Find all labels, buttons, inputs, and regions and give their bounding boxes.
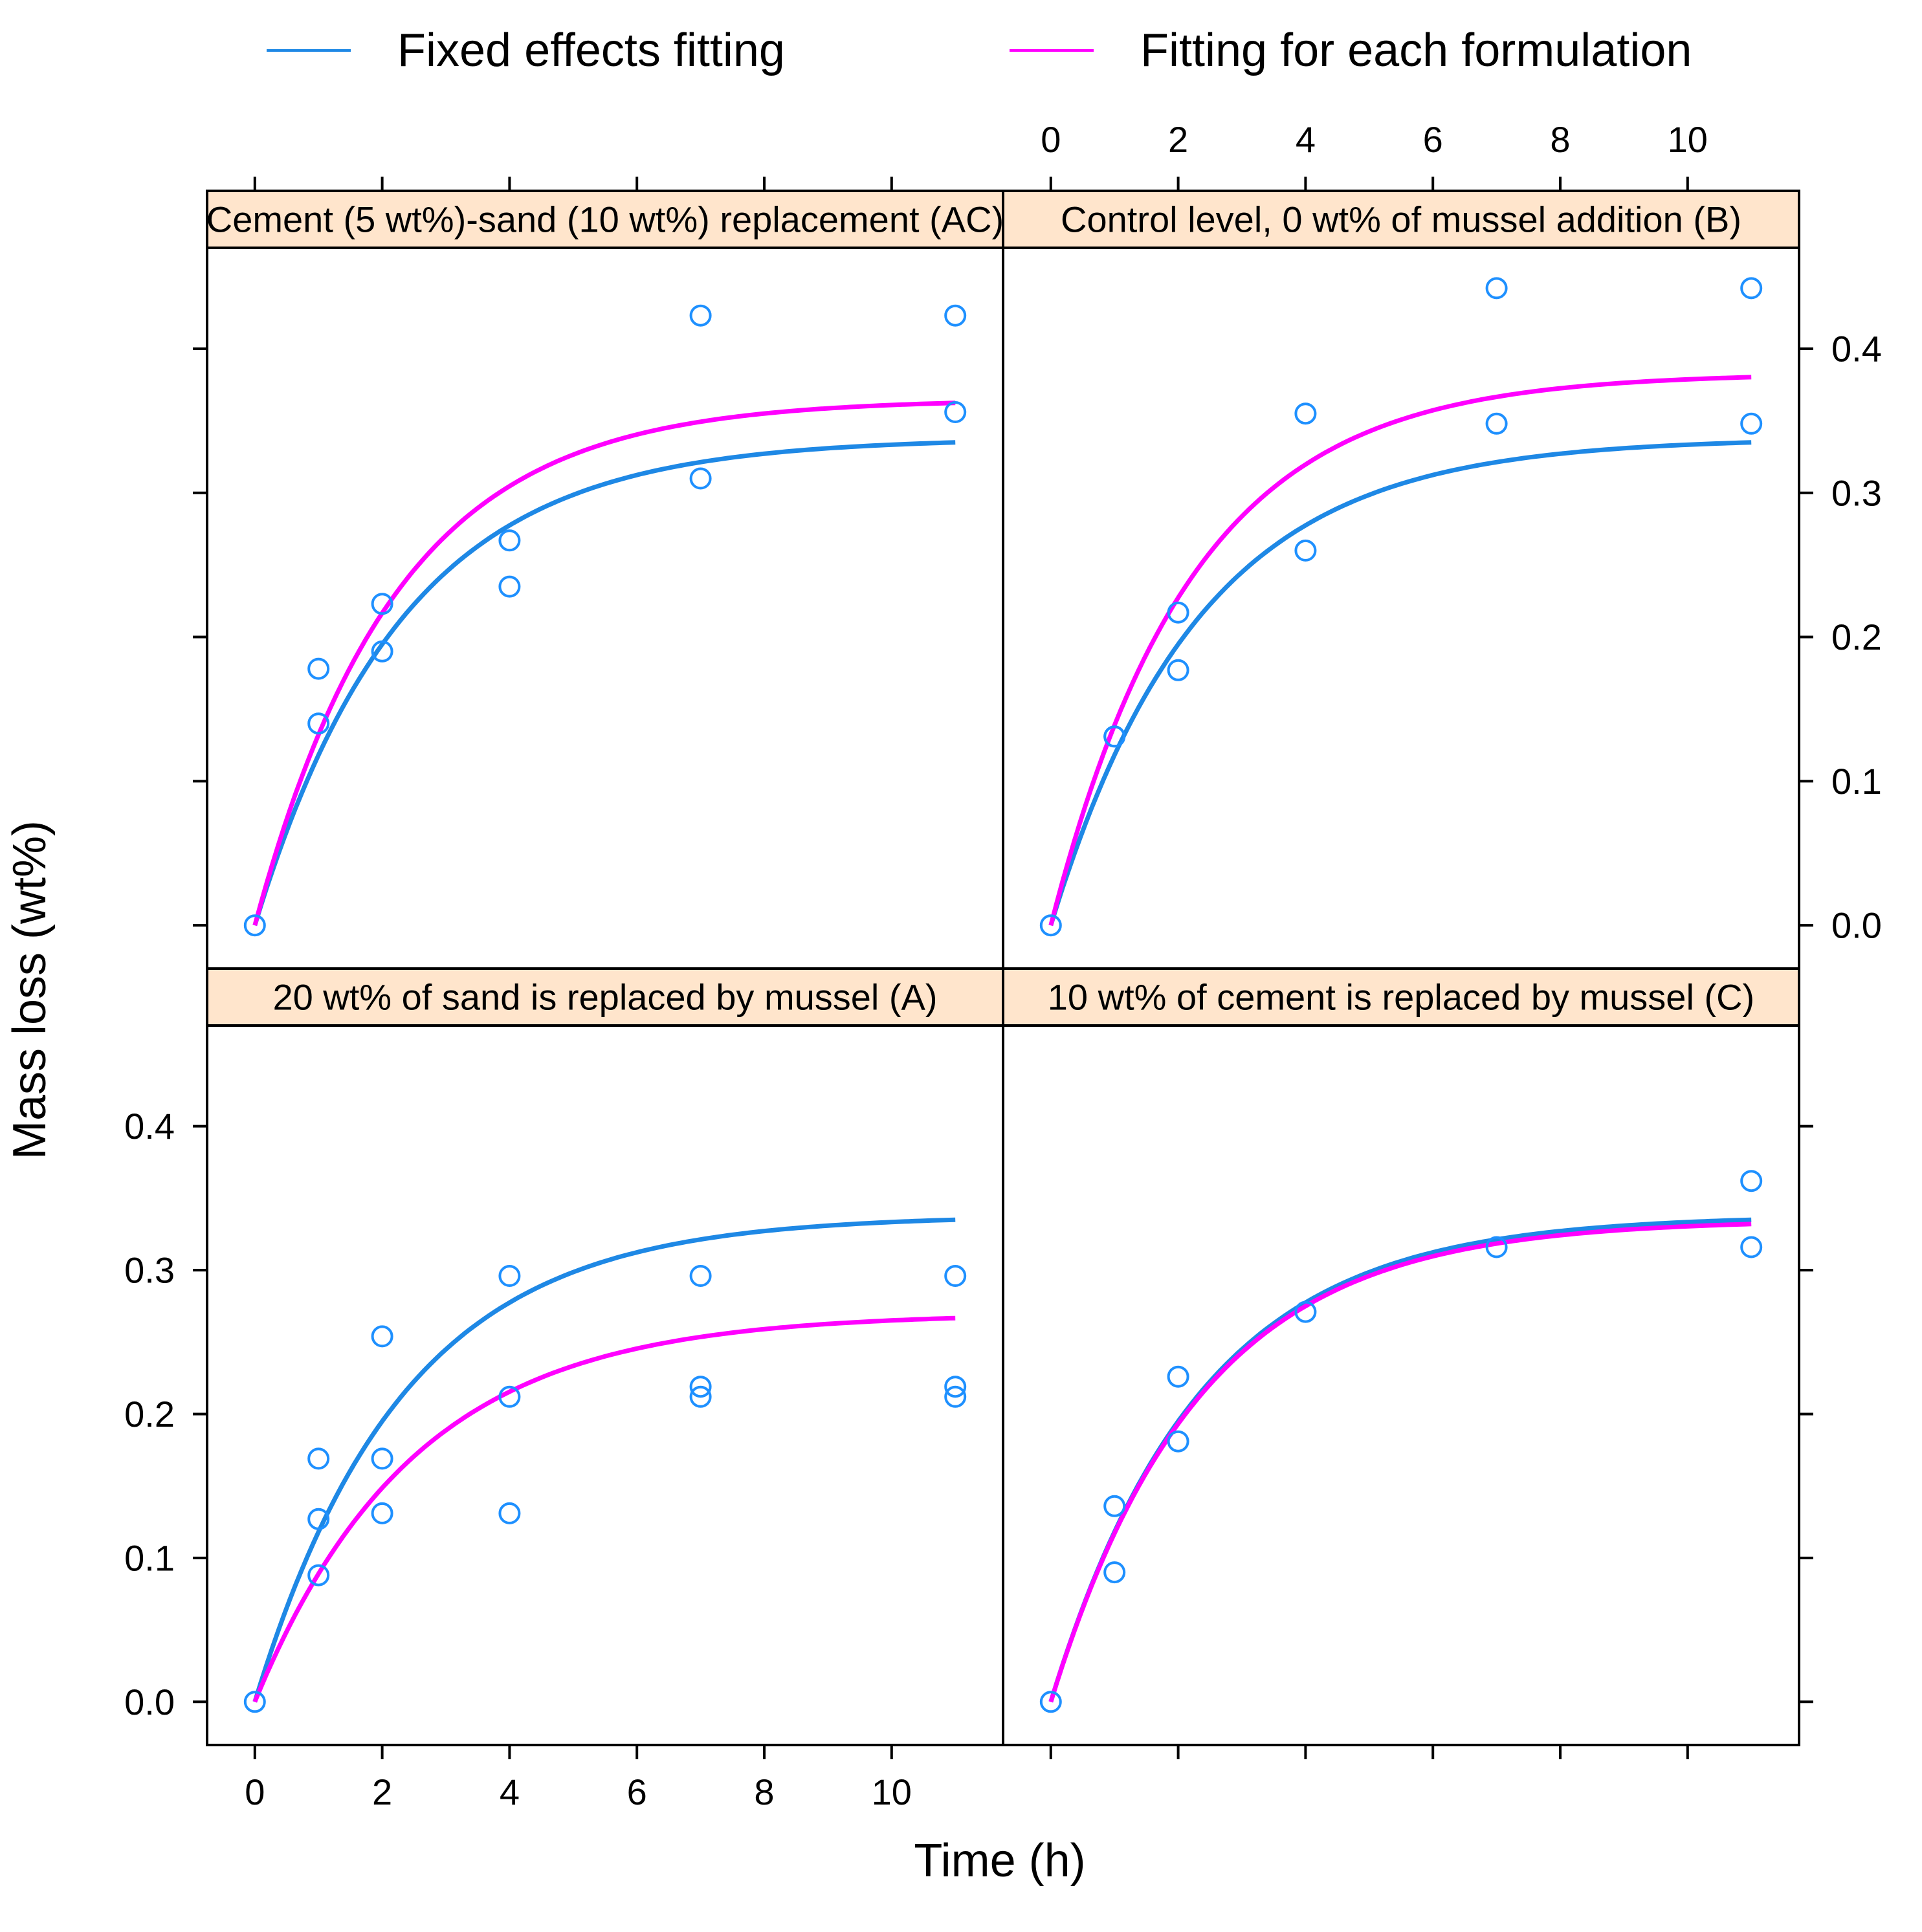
panel-a: 20 wt% of sand is replaced by mussel (A) — [207, 969, 1003, 1745]
data-point — [1296, 404, 1315, 423]
fixed-effects-curve — [1051, 443, 1751, 925]
data-point — [500, 531, 519, 550]
data-point — [1169, 661, 1188, 680]
data-point — [1741, 278, 1761, 298]
y-tick-label: 0.3 — [124, 1250, 175, 1291]
x-tick-label: 2 — [372, 1772, 392, 1812]
panel-title: 10 wt% of cement is replaced by mussel (… — [1048, 977, 1754, 1018]
data-point — [309, 1449, 328, 1468]
data-point — [500, 577, 519, 597]
legend-label-each: Fitting for each formulation — [1140, 25, 1692, 76]
data-point — [500, 1504, 519, 1523]
data-point — [373, 1326, 392, 1346]
y-tick-label: 0.1 — [1831, 761, 1882, 802]
panel-frame — [1003, 248, 1799, 969]
y-tick-label: 0.0 — [124, 1682, 175, 1722]
data-point — [1105, 1563, 1124, 1582]
panel-frame — [1003, 1026, 1799, 1745]
formulation-curve — [1051, 377, 1751, 925]
panel-c: 10 wt% of cement is replaced by mussel (… — [1003, 969, 1799, 1745]
x-tick-label: 4 — [500, 1772, 520, 1812]
data-point — [691, 1266, 711, 1286]
panel-title: 20 wt% of sand is replaced by mussel (A) — [272, 977, 937, 1018]
panel-title: Cement (5 wt%)-sand (10 wt%) replacement… — [206, 199, 1004, 240]
data-point — [1487, 414, 1507, 434]
data-point — [309, 659, 328, 679]
formulation-curve — [255, 1318, 955, 1702]
data-point — [1741, 1238, 1761, 1257]
panel-frame — [207, 248, 1003, 969]
x-tick-label: 6 — [627, 1772, 647, 1812]
legend: Fixed effects fitting Fitting for each f… — [267, 25, 1692, 76]
y-tick-label: 0.2 — [124, 1394, 175, 1434]
data-point — [945, 402, 965, 422]
y-axis-title: Mass loss (wt%) — [4, 820, 56, 1159]
data-point — [1169, 1432, 1188, 1451]
panel-title: Control level, 0 wt% of mussel addition … — [1061, 199, 1741, 240]
data-point — [1487, 278, 1507, 298]
x-tick-label: 10 — [1668, 119, 1708, 160]
x-tick-label: 0 — [1041, 119, 1061, 160]
y-tick-label: 0.4 — [1831, 328, 1882, 369]
data-point — [1296, 541, 1315, 560]
data-point — [1741, 1171, 1761, 1191]
x-tick-label: 8 — [754, 1772, 774, 1812]
data-point — [691, 469, 711, 488]
x-tick-label: 6 — [1423, 119, 1443, 160]
data-point — [373, 1504, 392, 1523]
x-tick-label: 4 — [1296, 119, 1316, 160]
y-tick-label: 0.4 — [124, 1106, 175, 1147]
y-tick-label: 0.1 — [124, 1537, 175, 1578]
data-point — [1105, 1497, 1124, 1516]
x-tick-label: 8 — [1550, 119, 1570, 160]
data-point — [373, 1449, 392, 1468]
lattice-figure: Fixed effects fitting Fitting for each f… — [0, 0, 1922, 1932]
y-tick-label: 0.0 — [1831, 905, 1882, 946]
y-tick-label: 0.3 — [1831, 472, 1882, 513]
panel-frame — [207, 1026, 1003, 1745]
panel-b: Control level, 0 wt% of mussel addition … — [1003, 191, 1799, 969]
x-tick-label: 10 — [872, 1772, 912, 1812]
fixed-effects-curve — [255, 443, 955, 925]
data-point — [691, 306, 711, 325]
data-point — [500, 1266, 519, 1286]
data-point — [1169, 1367, 1188, 1387]
panel-ac: Cement (5 wt%)-sand (10 wt%) replacement… — [206, 191, 1004, 969]
data-point — [945, 306, 965, 325]
legend-label-fixed: Fixed effects fitting — [397, 25, 785, 76]
formulation-curve — [1051, 1224, 1751, 1702]
x-tick-label: 0 — [245, 1772, 265, 1812]
data-point — [1741, 414, 1761, 434]
x-tick-label: 2 — [1168, 119, 1188, 160]
x-axis-title: Time (h) — [914, 1835, 1085, 1887]
data-point — [945, 1266, 965, 1286]
fixed-effects-curve — [255, 1220, 955, 1702]
y-tick-label: 0.2 — [1831, 617, 1882, 657]
formulation-curve — [255, 403, 955, 925]
